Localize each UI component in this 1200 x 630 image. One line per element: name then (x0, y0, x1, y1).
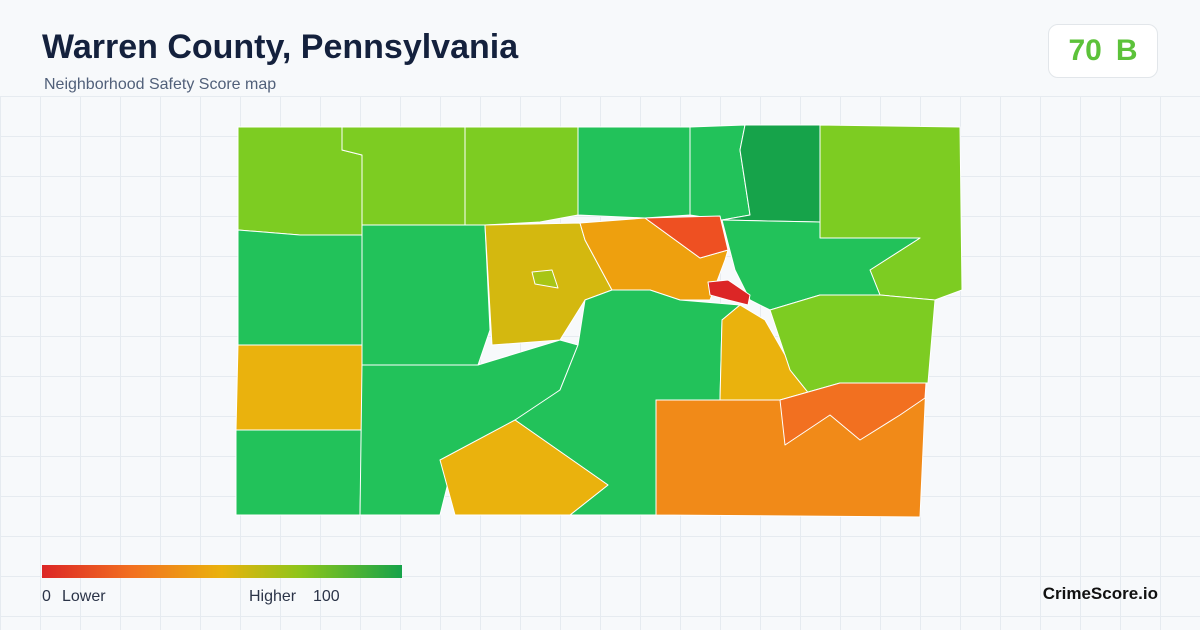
score-badge: 70 B (1048, 24, 1158, 78)
region (235, 429, 363, 516)
legend-max: 100 (313, 588, 340, 605)
subtitle: Neighborhood Safety Score map (44, 76, 277, 93)
region (235, 344, 363, 431)
region (464, 126, 579, 226)
region (779, 382, 927, 446)
region (361, 224, 491, 366)
score-value: 70 (1068, 34, 1102, 67)
region (644, 215, 729, 259)
region (689, 124, 751, 221)
region (237, 229, 363, 346)
region (577, 126, 691, 219)
legend-min: 0 (42, 588, 51, 605)
legend-gradient (42, 565, 402, 578)
legend-high-label: Higher (249, 588, 297, 605)
brand: CrimeScore.io (1042, 584, 1158, 603)
legend-low-label: Lower (62, 588, 106, 605)
title: Warren County, Pennsylvania (42, 28, 519, 66)
score-grade: B (1115, 34, 1138, 67)
region (439, 419, 609, 516)
region (707, 279, 751, 306)
region (531, 269, 559, 289)
